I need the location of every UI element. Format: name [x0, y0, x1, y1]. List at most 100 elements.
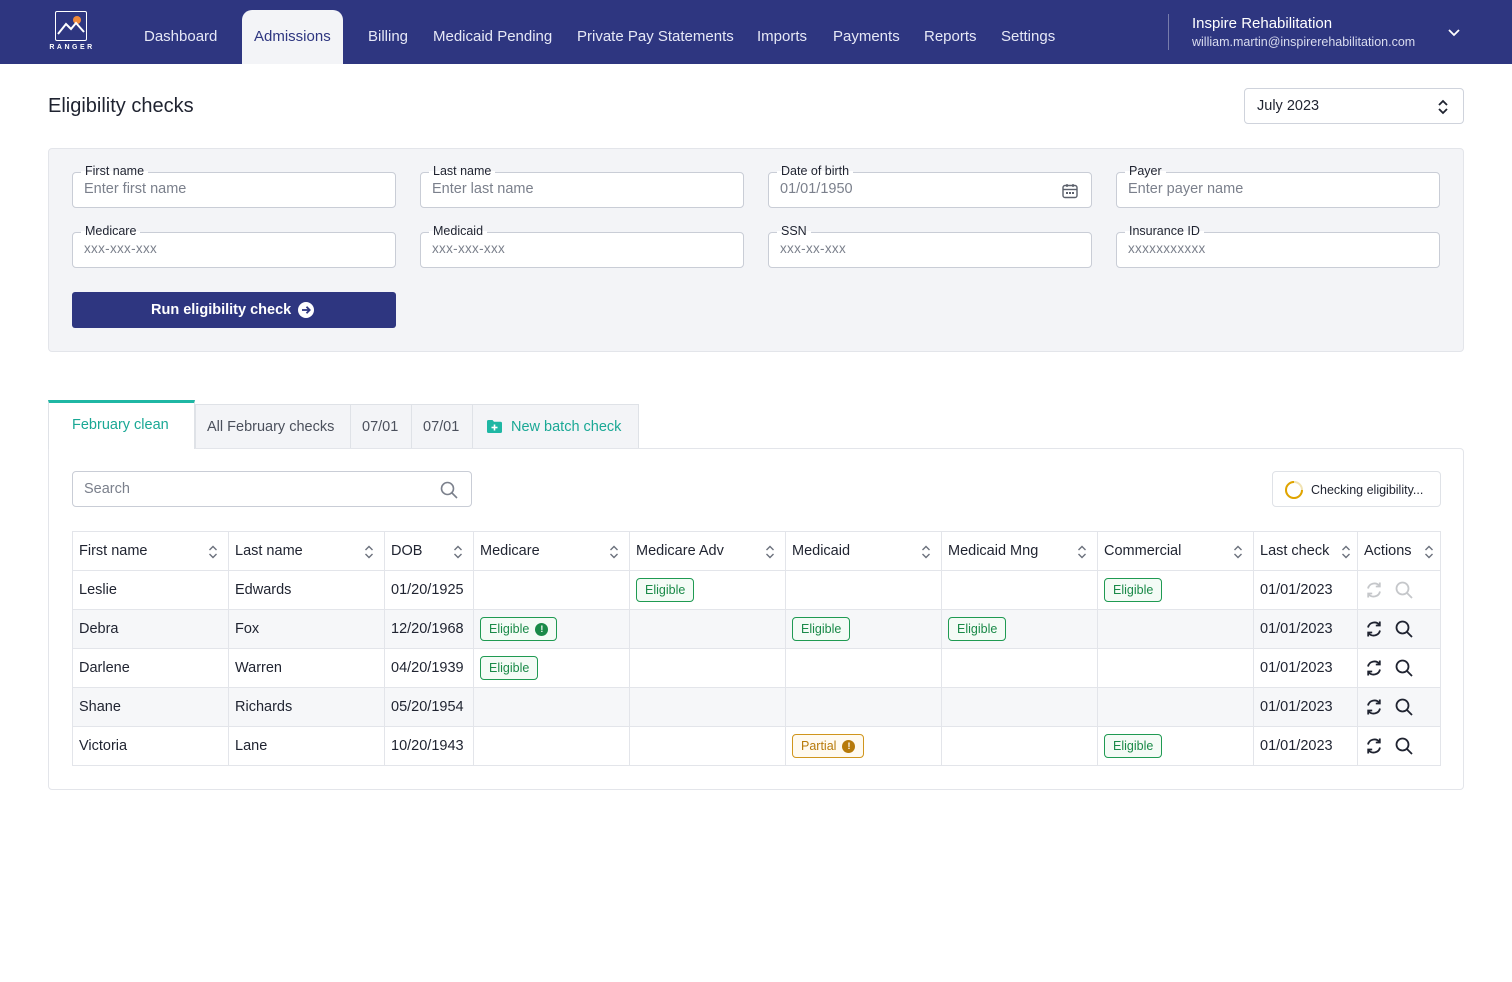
table-body: Leslie Edwards 01/20/1925 Eligible Eligible 0…: [72, 570, 1441, 766]
col-actions[interactable]: Actions: [1357, 531, 1441, 571]
tab-label: 07/01: [362, 419, 399, 435]
sort-icon[interactable]: [1077, 544, 1087, 560]
cell-first: Debra: [72, 609, 229, 649]
nav-medicaid-pending[interactable]: Medicaid Pending: [433, 28, 553, 45]
medicaid-label: Medicaid: [429, 224, 488, 238]
nav-admissions[interactable]: Admissions: [242, 10, 343, 64]
cell-dob: 05/20/1954: [384, 687, 474, 727]
sort-icon[interactable]: [765, 544, 775, 560]
col-label: First name: [79, 543, 148, 559]
nav-payments[interactable]: Payments: [833, 28, 900, 45]
alert-icon[interactable]: !: [535, 622, 549, 636]
nav-private-pay-statements[interactable]: Private Pay Statements: [577, 28, 734, 45]
cell-last-check: 01/01/2023: [1253, 687, 1358, 727]
col-medicaid[interactable]: Medicaid: [785, 531, 942, 571]
org-name[interactable]: Inspire Rehabilitation: [1192, 15, 1333, 32]
table-row[interactable]: Victoria Lane 10/20/1943 Partial! Eligible 01…: [72, 726, 1441, 766]
nav-divider: [1168, 14, 1169, 50]
alert-icon[interactable]: !: [842, 739, 856, 753]
month-value: July 2023: [1257, 98, 1320, 114]
medicaid-input[interactable]: [432, 241, 722, 256]
tab-07-01-a[interactable]: 07/01: [350, 404, 412, 448]
dob-field: Date of birth: [768, 164, 1092, 208]
dob-input[interactable]: [780, 181, 1070, 197]
new-batch-check-label: New batch check: [511, 419, 622, 435]
ranger-logo[interactable]: RANGER: [47, 11, 97, 53]
table-row[interactable]: Shane Richards 05/20/1954 01/01/2023: [72, 687, 1441, 727]
sort-icon[interactable]: [1341, 544, 1351, 560]
first-name-label: First name: [81, 164, 149, 178]
sort-icon[interactable]: [208, 544, 218, 560]
col-medicaid-mng[interactable]: Medicaid Mng: [941, 531, 1098, 571]
nav-dashboard[interactable]: Dashboard: [144, 28, 218, 45]
calendar-icon[interactable]: [1061, 182, 1079, 200]
last-name-input[interactable]: [432, 181, 722, 197]
col-commercial[interactable]: Commercial: [1097, 531, 1254, 571]
status-badge: Eligible: [948, 617, 1007, 641]
refresh-icon[interactable]: [1364, 736, 1384, 756]
search-icon[interactable]: [1394, 658, 1414, 678]
search-icon[interactable]: [439, 480, 459, 500]
refresh-icon[interactable]: [1364, 658, 1384, 678]
cell-medicare-adv: [629, 609, 786, 649]
search-icon[interactable]: [1394, 697, 1414, 717]
checking-status-label: Checking eligibility...: [1311, 483, 1424, 497]
cell-last-check: 01/01/2023: [1253, 648, 1358, 688]
user-email[interactable]: william.martin@inspirerehabilitation.com: [1192, 35, 1416, 49]
cell-actions: [1357, 609, 1441, 649]
eligibility-form: First name Last name Date of birth Payer…: [48, 148, 1464, 352]
sort-icon[interactable]: [453, 544, 463, 560]
cell-medicaid: [785, 687, 942, 727]
col-dob[interactable]: DOB: [384, 531, 474, 571]
cell-medicare-adv: Eligible: [629, 570, 786, 610]
insurance-id-input[interactable]: [1128, 241, 1418, 256]
page-title: Eligibility checks: [48, 95, 194, 117]
first-name-input[interactable]: [84, 181, 374, 197]
status-badge: Eligible!: [480, 617, 558, 641]
sort-icon[interactable]: [1233, 544, 1243, 560]
tab-all-february-checks[interactable]: All February checks: [195, 404, 351, 448]
sort-icon[interactable]: [921, 544, 931, 560]
medicare-input[interactable]: [84, 241, 374, 256]
cell-actions: [1357, 570, 1441, 610]
chevron-down-icon[interactable]: [1446, 24, 1462, 40]
sort-chevrons-icon: [1438, 99, 1448, 115]
cell-commercial: [1097, 687, 1254, 727]
nav-billing[interactable]: Billing: [368, 28, 409, 45]
search-icon[interactable]: [1394, 580, 1414, 600]
search-icon[interactable]: [1394, 619, 1414, 639]
insurance-id-field: Insurance ID: [1116, 224, 1440, 268]
nav-imports[interactable]: Imports: [757, 28, 808, 45]
table-row[interactable]: Leslie Edwards 01/20/1925 Eligible Eligible 0…: [72, 570, 1441, 610]
month-select[interactable]: July 2023: [1244, 88, 1464, 124]
ssn-input[interactable]: [780, 241, 1070, 256]
sort-icon[interactable]: [364, 544, 374, 560]
col-first-name[interactable]: First name: [72, 531, 229, 571]
table-row[interactable]: Debra Fox 12/20/1968 Eligible! Eligible Eligi…: [72, 609, 1441, 649]
nav-reports[interactable]: Reports: [924, 28, 977, 45]
sort-icon[interactable]: [1424, 544, 1434, 560]
search-icon[interactable]: [1394, 736, 1414, 756]
run-eligibility-check-button[interactable]: Run eligibility check: [72, 292, 396, 328]
nav-settings[interactable]: Settings: [1001, 28, 1056, 45]
tab-february-clean[interactable]: February clean: [48, 400, 195, 449]
sort-icon[interactable]: [609, 544, 619, 560]
status-badge-label: Eligible: [1113, 583, 1154, 597]
payer-label: Payer: [1125, 164, 1166, 178]
col-last-name[interactable]: Last name: [228, 531, 385, 571]
cell-first: Shane: [72, 687, 229, 727]
col-last-check[interactable]: Last check: [1253, 531, 1358, 571]
tab-label: February clean: [72, 417, 169, 433]
payer-input[interactable]: [1128, 181, 1418, 197]
new-batch-check-tab[interactable]: New batch check: [472, 404, 639, 448]
col-medicare[interactable]: Medicare: [473, 531, 630, 571]
refresh-icon[interactable]: [1364, 697, 1384, 717]
table-row[interactable]: Darlene Warren 04/20/1939 Eligible 01/01/202…: [72, 648, 1441, 688]
tab-07-01-b[interactable]: 07/01: [411, 404, 473, 448]
medicaid-field: Medicaid: [420, 224, 744, 268]
refresh-icon[interactable]: [1364, 619, 1384, 639]
status-badge-label: Partial: [801, 739, 837, 753]
col-medicare-adv[interactable]: Medicare Adv: [629, 531, 786, 571]
refresh-icon[interactable]: [1364, 580, 1384, 600]
search-input[interactable]: [84, 481, 424, 497]
